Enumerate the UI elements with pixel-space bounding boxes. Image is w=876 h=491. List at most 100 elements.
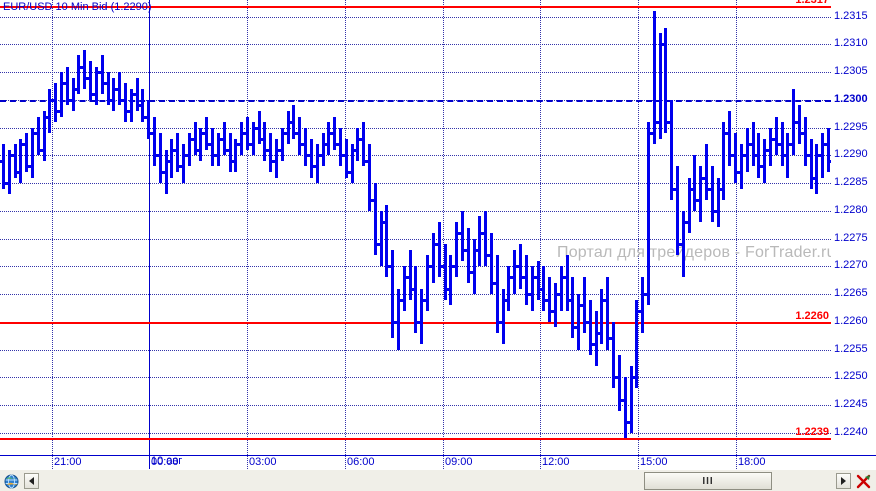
ohlc-bar[interactable] xyxy=(263,122,266,161)
ohlc-bar[interactable] xyxy=(327,122,330,156)
ohlc-bar[interactable] xyxy=(37,116,40,156)
ohlc-bar[interactable] xyxy=(507,266,510,311)
ohlc-bar[interactable] xyxy=(659,33,662,139)
ohlc-bar[interactable] xyxy=(385,205,388,278)
ohlc-bar[interactable] xyxy=(577,294,580,350)
ohlc-bar[interactable] xyxy=(682,210,685,278)
ohlc-bar[interactable] xyxy=(566,255,569,311)
ohlc-bar[interactable] xyxy=(798,105,801,145)
ohlc-bar[interactable] xyxy=(804,116,807,167)
close-icon[interactable] xyxy=(856,474,872,490)
ohlc-bar[interactable] xyxy=(728,110,731,167)
ohlc-bar[interactable] xyxy=(769,127,772,167)
ohlc-bar[interactable] xyxy=(560,266,563,311)
ohlc-bar[interactable] xyxy=(571,277,574,339)
horizontal-scrollbar-thumb[interactable]: III xyxy=(644,472,772,490)
ohlc-bar[interactable] xyxy=(89,61,92,100)
time-axis[interactable]: 21:00 00:00 03:00 06:00 09:00 12:00 15:00 18:00 xyxy=(0,455,876,470)
price-plot[interactable]: 1.2317 1.2260 1.2239 Портал для трейдеров … xyxy=(0,0,831,455)
ohlc-bar[interactable] xyxy=(141,88,144,123)
ohlc-bar[interactable] xyxy=(107,72,110,106)
ohlc-bar[interactable] xyxy=(478,216,481,267)
ohlc-bar[interactable] xyxy=(763,138,766,184)
ohlc-bar[interactable] xyxy=(124,83,127,123)
ohlc-bar[interactable] xyxy=(752,122,755,167)
ohlc-bar[interactable] xyxy=(66,66,69,106)
ohlc-bar[interactable] xyxy=(48,88,51,134)
ohlc-bar[interactable] xyxy=(310,138,313,178)
ohlc-bar[interactable] xyxy=(711,166,714,222)
ohlc-bar[interactable] xyxy=(292,105,295,139)
ohlc-bar[interactable] xyxy=(426,255,429,311)
chart-area[interactable]: 1.2317 1.2260 1.2239 Портал для трейдеров … xyxy=(0,0,876,481)
ohlc-bar[interactable] xyxy=(781,122,784,167)
ohlc-bar[interactable] xyxy=(188,133,191,167)
ohlc-bar[interactable] xyxy=(351,144,354,184)
ohlc-bar[interactable] xyxy=(746,127,749,172)
ohlc-bar[interactable] xyxy=(589,299,592,356)
ohlc-bar[interactable] xyxy=(345,138,348,178)
ohlc-bar[interactable] xyxy=(8,149,11,195)
ohlc-bar[interactable] xyxy=(542,266,545,311)
ohlc-bars[interactable] xyxy=(0,0,831,455)
ohlc-bar[interactable] xyxy=(717,177,720,228)
ohlc-bar[interactable] xyxy=(205,116,208,150)
ohlc-bar[interactable] xyxy=(403,266,406,311)
ohlc-bar[interactable] xyxy=(420,288,423,345)
ohlc-bar[interactable] xyxy=(722,122,725,200)
ohlc-bar[interactable] xyxy=(786,133,789,178)
ohlc-bar[interactable] xyxy=(356,127,359,161)
ohlc-bar[interactable] xyxy=(229,133,232,172)
bottom-toolbar[interactable]: III xyxy=(0,469,876,491)
ohlc-bar[interactable] xyxy=(653,11,656,145)
ohlc-bar[interactable] xyxy=(583,277,586,333)
ohlc-bar[interactable] xyxy=(496,255,499,333)
ohlc-bar[interactable] xyxy=(14,144,17,178)
ohlc-bar[interactable] xyxy=(635,299,638,389)
ohlc-bar[interactable] xyxy=(333,116,336,150)
ohlc-bar[interactable] xyxy=(438,221,441,278)
ohlc-bar[interactable] xyxy=(223,122,226,156)
ohlc-bar[interactable] xyxy=(199,127,202,161)
ohlc-bar[interactable] xyxy=(705,144,708,200)
ohlc-bar[interactable] xyxy=(502,288,505,345)
ohlc-bar[interactable] xyxy=(362,122,365,167)
ohlc-bar[interactable] xyxy=(827,127,830,172)
ohlc-bar[interactable] xyxy=(240,122,243,156)
ohlc-bar[interactable] xyxy=(234,138,237,172)
ohlc-bar[interactable] xyxy=(19,138,22,184)
ohlc-bar[interactable] xyxy=(775,116,778,156)
ohlc-bar[interactable] xyxy=(612,321,615,389)
ohlc-bar[interactable] xyxy=(461,210,464,261)
ohlc-bar[interactable] xyxy=(467,227,470,283)
ohlc-bar[interactable] xyxy=(519,244,522,289)
ohlc-bar[interactable] xyxy=(484,210,487,267)
scroll-left-arrow[interactable] xyxy=(24,473,39,489)
ohlc-bar[interactable] xyxy=(670,99,673,200)
ohlc-bar[interactable] xyxy=(810,138,813,189)
ohlc-bar[interactable] xyxy=(31,127,34,178)
ohlc-bar[interactable] xyxy=(322,133,325,167)
ohlc-bar[interactable] xyxy=(676,166,679,256)
ohlc-bar[interactable] xyxy=(165,149,168,195)
ohlc-bar[interactable] xyxy=(449,255,452,306)
ohlc-bar[interactable] xyxy=(275,138,278,178)
ohlc-bar[interactable] xyxy=(821,133,824,178)
ohlc-bar[interactable] xyxy=(409,249,412,300)
ohlc-bar[interactable] xyxy=(647,122,650,306)
ohlc-bar[interactable] xyxy=(101,55,104,95)
ohlc-bar[interactable] xyxy=(147,99,150,139)
level-line[interactable] xyxy=(0,438,831,441)
ohlc-bar[interactable] xyxy=(757,133,760,178)
ohlc-bar[interactable] xyxy=(176,133,179,172)
ohlc-bar[interactable] xyxy=(118,72,121,106)
ohlc-bar[interactable] xyxy=(269,133,272,172)
ohlc-bar[interactable] xyxy=(548,277,551,322)
ohlc-bar[interactable] xyxy=(77,55,80,95)
ohlc-bar[interactable] xyxy=(95,66,98,106)
level-line[interactable] xyxy=(0,5,831,8)
ohlc-bar[interactable] xyxy=(600,288,603,345)
ohlc-bar[interactable] xyxy=(298,116,301,156)
ohlc-bar[interactable] xyxy=(693,155,696,211)
ohlc-bar[interactable] xyxy=(531,266,534,311)
